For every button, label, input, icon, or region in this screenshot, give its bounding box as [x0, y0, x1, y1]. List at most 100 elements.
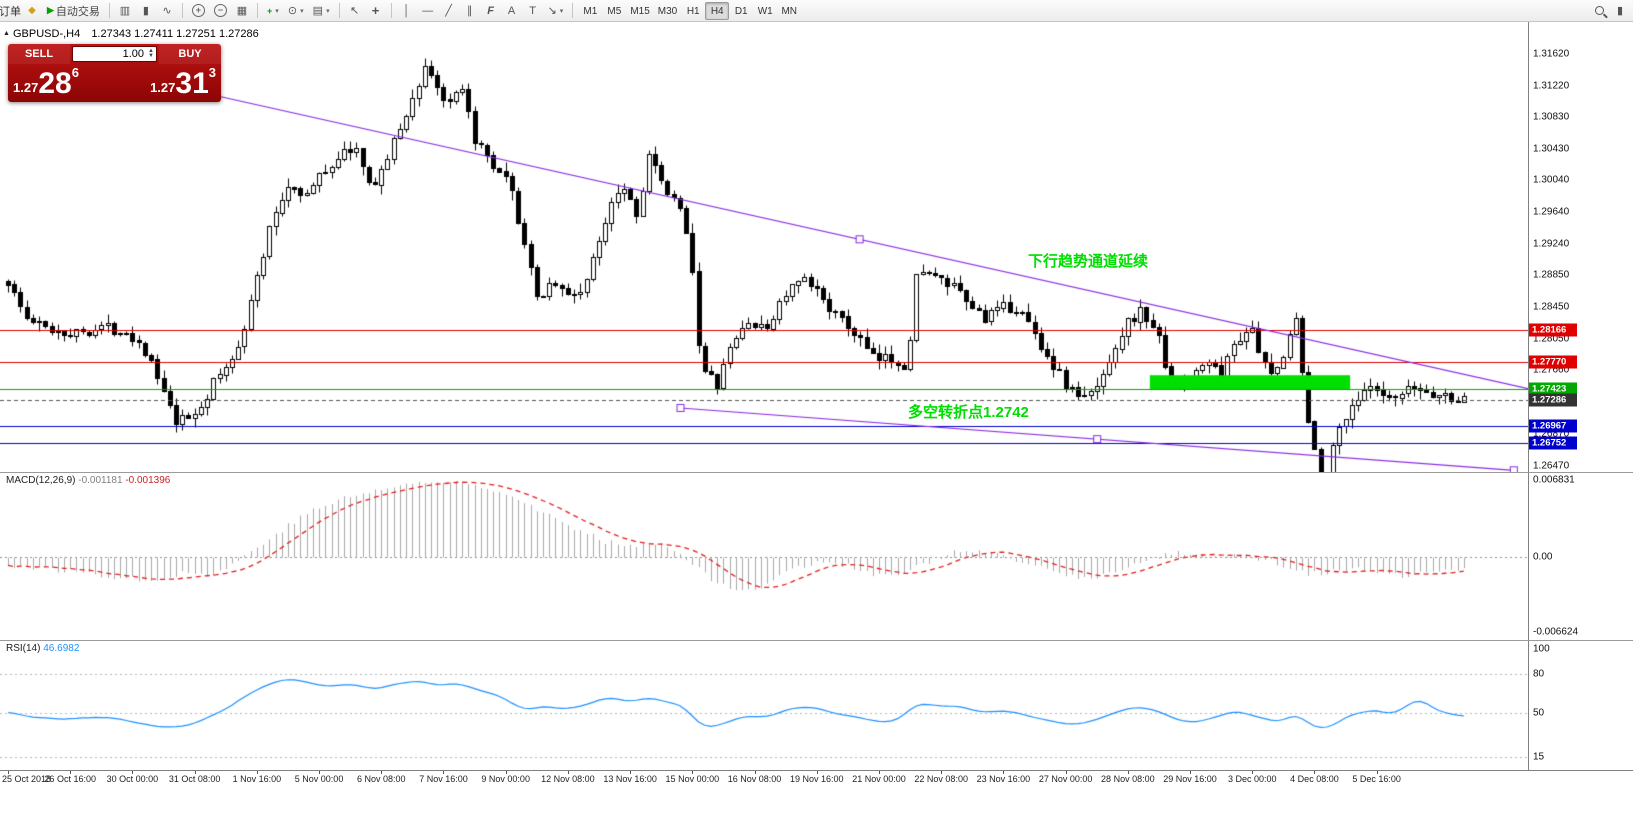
rsi-axis-label: 80 [1533, 668, 1545, 680]
text-label-button[interactable]: T [523, 2, 543, 20]
vertical-line-icon: │ [403, 4, 411, 17]
macd-axis[interactable]: 0.006831 0.00 -0.006624 [1528, 472, 1633, 640]
text-button[interactable]: A [502, 2, 522, 20]
time-tick [878, 771, 880, 774]
crosshair-button[interactable]: + [366, 2, 386, 20]
buy-price-big: 31 [175, 67, 209, 100]
macd-axis-label: 0.006831 [1533, 474, 1575, 486]
toolbar-separator [256, 3, 258, 18]
text-label-icon: T [529, 4, 536, 17]
time-axis-label: 16 Nov 08:00 [727, 774, 782, 784]
dropdown-icon: ▾ [300, 7, 304, 15]
trendline-icon: ╱ [445, 5, 452, 17]
bar-chart-icon: ▥ [119, 5, 131, 17]
sell-button[interactable]: SELL [8, 44, 70, 64]
annotation-pivot-point[interactable]: 多空转折点1.2742 [908, 404, 1029, 421]
timeframe-button-h4[interactable]: H4 [705, 2, 730, 21]
horizontal-line-button[interactable]: — [418, 2, 438, 20]
price-axis-label: 1.28050 [1533, 333, 1570, 345]
periods-button[interactable]: ⊙ ▾ [284, 2, 308, 20]
time-axis-label: 30 Oct 00:00 [106, 774, 159, 784]
price-axis-label: 1.26470 [1533, 460, 1570, 472]
timeframe-button-m5[interactable]: M5 [602, 2, 626, 20]
macd-axis-label: 0.00 [1533, 551, 1553, 563]
autotrade-button[interactable]: ▶ 自动交易 [43, 2, 104, 20]
tile-windows-button[interactable]: ▦ [232, 2, 252, 20]
clock-icon: ⊙ [287, 5, 298, 17]
volume-input[interactable] [73, 48, 147, 60]
timeframe-button-m1[interactable]: M1 [578, 2, 602, 20]
cursor-button[interactable]: ↖ [345, 2, 365, 20]
price-axis[interactable]: 1.31620 1.31220 1.30830 1.30430 1.30040 1.296… [1528, 22, 1633, 472]
time-tick [692, 771, 694, 774]
time-axis-label: 22 Nov 08:00 [914, 774, 968, 784]
time-axis-label: 28 Nov 08:00 [1101, 774, 1155, 784]
sell-price-pip: 6 [71, 65, 79, 80]
candlestick-chart-button[interactable]: ▮ [136, 2, 156, 20]
price-axis-label: 1.30430 [1533, 143, 1570, 155]
price-tag-1.26752: 1.26752 [1529, 436, 1577, 450]
search-button[interactable] [1589, 2, 1609, 20]
symbol-name: GBPUSD-,H4 [13, 28, 81, 40]
panel-separator-macd[interactable] [0, 472, 1633, 473]
time-tick [1376, 771, 1378, 774]
templates-button[interactable]: ▤ ▾ [309, 2, 334, 20]
time-axis-label: 15 Nov 00:00 [665, 774, 720, 784]
collapse-trade-panel-button[interactable]: ▲ [3, 30, 10, 37]
time-tick [319, 771, 321, 774]
vertical-line-button[interactable]: │ [397, 2, 417, 20]
arrows-button[interactable]: ↘ ▾ [544, 2, 568, 20]
rsi-label: RSI(14) 46.6982 [6, 643, 79, 654]
price-axis-label: 1.29640 [1533, 206, 1570, 218]
rsi-canvas[interactable] [0, 640, 1528, 770]
orders-label[interactable]: 订单 [0, 5, 21, 18]
zoom-out-button[interactable]: − [210, 2, 231, 20]
buy-button[interactable]: BUY [159, 44, 221, 64]
rsi-name: RSI(14) [6, 643, 41, 654]
timeframe-button-mn[interactable]: MN [777, 2, 801, 20]
rsi-axis[interactable]: 100 80 50 15 [1528, 640, 1633, 770]
new-order-button[interactable]: ◆ [22, 2, 42, 20]
price-chart-canvas[interactable] [0, 22, 1528, 472]
time-axis[interactable]: 25 Oct 2018 26 Oct 16:00 30 Oct 00:00 31 Oc… [0, 770, 1633, 787]
zoom-in-icon: + [191, 4, 205, 17]
buy-price[interactable]: 1.27 31 3 [150, 64, 216, 100]
toolbar-separator [338, 3, 340, 18]
timeframe-button-w1[interactable]: W1 [753, 2, 777, 20]
timeframe-button-m15[interactable]: M15 [626, 2, 653, 20]
new-chart-button[interactable]: ▮ [1610, 2, 1630, 20]
zoom-out-icon: − [213, 4, 227, 17]
rsi-axis-label: 100 [1533, 643, 1550, 655]
timeframe-button-d1[interactable]: D1 [729, 2, 753, 20]
dropdown-icon: ▾ [326, 7, 330, 15]
trendline-button[interactable]: ╱ [439, 2, 459, 20]
macd-axis-label: -0.006624 [1533, 626, 1579, 638]
line-chart-button[interactable]: ∿ [157, 2, 177, 20]
annotation-downtrend-channel[interactable]: 下行趋势通道延续 [1028, 253, 1149, 270]
timeframe-button-h1[interactable]: H1 [681, 2, 705, 20]
sell-price[interactable]: 1.27 28 6 [13, 64, 79, 100]
sell-price-prefix: 1.27 [13, 80, 39, 95]
bar-chart-button[interactable]: ▥ [115, 2, 135, 20]
channel-button[interactable]: ∥ [460, 2, 480, 20]
time-axis-label: 23 Nov 16:00 [976, 774, 1031, 784]
macd-canvas[interactable] [0, 472, 1528, 640]
price-axis-label: 1.31620 [1533, 48, 1570, 60]
time-tick [381, 771, 383, 774]
indicators-button[interactable]: + ▾ [263, 2, 283, 20]
price-panel: 1.31620 1.31220 1.30830 1.30430 1.30040 1.296… [0, 22, 1633, 472]
spin-up-icon[interactable]: ▲ [148, 48, 154, 54]
volume-spinner[interactable]: ▲ ▼ [146, 48, 156, 59]
fibonacci-button[interactable]: F [481, 2, 501, 20]
time-tick [1190, 771, 1192, 774]
timeframe-button-m30[interactable]: M30 [654, 2, 681, 20]
price-tag-1.27423: 1.27423 [1529, 382, 1577, 396]
time-axis-label: 6 Nov 08:00 [356, 774, 406, 784]
toolbar-separator [572, 3, 574, 18]
panel-separator-rsi[interactable] [0, 640, 1633, 641]
macd-value: -0.001181 [78, 475, 123, 486]
crosshair-icon: + [371, 3, 380, 18]
zoom-in-button[interactable]: + [188, 2, 209, 20]
spin-down-icon[interactable]: ▼ [148, 53, 154, 59]
toolbar-separator [181, 3, 183, 18]
